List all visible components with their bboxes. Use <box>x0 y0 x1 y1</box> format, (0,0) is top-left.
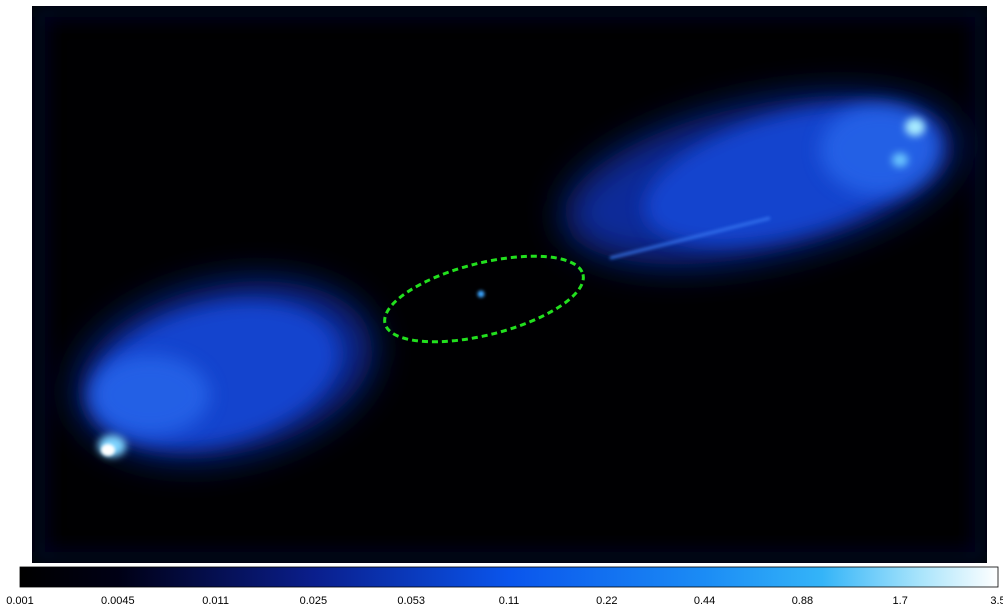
viewer: 0.001 0.0045 0.011 0.025 0.053 0.11 0.22 0.44 0.… <box>0 0 1003 608</box>
nucleus <box>478 291 485 298</box>
colorbar-tick-label: 0.053 <box>397 595 425 607</box>
body: 0.001 0.0045 0.011 0.025 0.053 0.11 0.22 0.44 0.… <box>0 0 1003 608</box>
colorbar-tick-label: 0.0045 <box>101 595 135 607</box>
colorbar-tick-label: 0.11 <box>499 595 520 607</box>
colorbar-tick-label: 0.011 <box>202 595 229 607</box>
page: Radio image with colorbar {"colorbar": {… <box>0 0 1003 608</box>
image-frame <box>32 6 987 563</box>
colorbar <box>20 567 998 587</box>
colorbar-tick-label: 0.44 <box>694 595 715 607</box>
colorbar-tick-label: 3.5 <box>990 595 1003 607</box>
image-background <box>32 6 987 563</box>
colorbar-tick-label: 0.025 <box>300 595 328 607</box>
colorbar-ticks: 0.001 0.0045 0.011 0.025 0.053 0.11 0.22 0.44 0.… <box>6 595 1003 607</box>
colorbar-tick-label: 0.001 <box>6 595 34 607</box>
colorbar-tick-label: 0.22 <box>596 595 617 607</box>
colorbar-tick-label: 1.7 <box>893 595 908 607</box>
colorbar-tick-label: 0.88 <box>792 595 813 607</box>
